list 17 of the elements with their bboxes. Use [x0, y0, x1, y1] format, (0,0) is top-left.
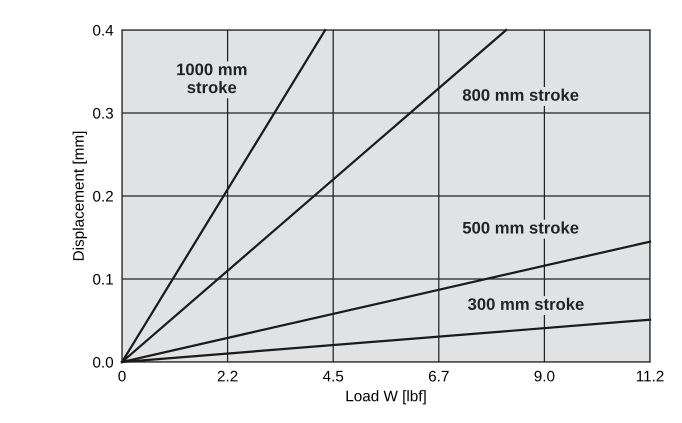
x-axis-title: Load W [lbf]	[346, 390, 426, 404]
x-tick-label: 4.5	[322, 370, 344, 382]
x-tick-label: 6.7	[428, 370, 449, 382]
x-tick-label: 11.2	[636, 370, 664, 382]
series-label: 500 mm stroke	[462, 221, 578, 234]
y-tick-label: 0.2	[93, 190, 113, 202]
x-tick-label: 2.2	[218, 370, 238, 382]
x-tick-label: 9.0	[534, 370, 554, 382]
y-tick-label: 0.1	[93, 274, 113, 285]
x-tick-label: 0	[118, 370, 126, 382]
series-label: 300 mm stroke	[468, 298, 584, 310]
y-tick-label: 0.0	[93, 356, 114, 368]
series-label: 800 mm stroke	[462, 88, 578, 101]
y-axis-title: Displacement [mm]	[72, 132, 87, 260]
y-tick-label: 0.4	[93, 24, 114, 36]
y-tick-label: 0.3	[93, 108, 113, 119]
text: 1000 mm stroke	[177, 63, 246, 94]
